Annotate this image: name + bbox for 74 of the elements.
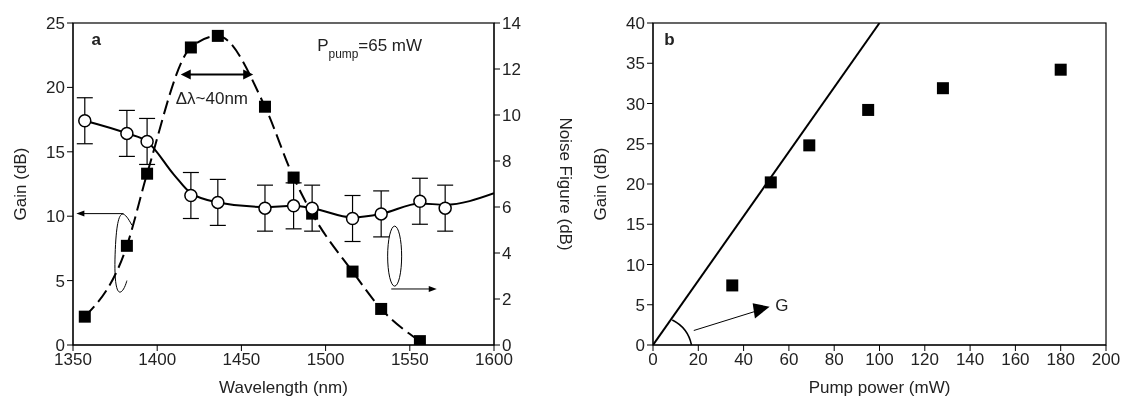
y-tick-label: 15 — [626, 215, 645, 235]
y-tick-label: 5 — [55, 271, 65, 291]
point — [78, 114, 92, 128]
point — [211, 29, 224, 42]
y-tick-label: 25 — [626, 134, 645, 154]
x-tick-label: 140 — [955, 350, 985, 370]
x-tick-label: 120 — [910, 350, 939, 370]
x-tick-label: 1500 — [306, 350, 345, 370]
point — [211, 195, 225, 210]
x-tick-label: 60 — [779, 350, 799, 370]
annotation: b — [664, 29, 675, 49]
y2-tick-label: 2 — [502, 290, 512, 310]
point — [78, 310, 91, 323]
point — [184, 188, 198, 203]
point — [726, 279, 739, 292]
x-tick-label: 80 — [824, 350, 844, 370]
y2-tick-label: 10 — [502, 106, 521, 126]
y-tick-label: 25 — [46, 14, 65, 34]
point — [764, 176, 777, 189]
y-tick-label: 5 — [635, 295, 645, 315]
point — [862, 103, 875, 116]
point — [120, 126, 134, 141]
point — [375, 302, 388, 315]
point — [305, 201, 319, 215]
point — [141, 167, 154, 180]
point — [936, 82, 949, 95]
annotation: a — [91, 29, 102, 49]
y2-axis-title: Noise Figure (dB) — [555, 117, 575, 251]
y2-tick-label: 12 — [502, 60, 521, 80]
point — [258, 201, 272, 215]
x-tick-label: 40 — [734, 350, 754, 370]
y-tick-label: 10 — [46, 207, 65, 227]
x-tick-label: 20 — [688, 350, 708, 370]
point — [140, 134, 154, 149]
y2-tick-label: 8 — [502, 152, 512, 172]
point — [413, 194, 427, 208]
x-tick-label: 1550 — [390, 350, 429, 370]
y2-tick-label: 14 — [502, 14, 521, 34]
y2-tick-label: 4 — [502, 244, 512, 264]
annotation: Δλ~40nm — [175, 89, 249, 109]
y2-tick-label: 6 — [502, 198, 512, 218]
x-tick-label: 100 — [865, 350, 894, 370]
point — [345, 211, 360, 226]
y-tick-label: 20 — [626, 175, 645, 195]
y-axis-title: Gain (dB) — [591, 147, 611, 221]
annotation: P$_{pump}$=65 mW — [317, 36, 423, 62]
y-tick-label: 15 — [46, 142, 65, 162]
y-tick-label: 20 — [46, 78, 65, 98]
y-axis-title: Gain (dB) — [11, 147, 31, 221]
point — [438, 201, 452, 215]
x-tick-label: 200 — [1091, 350, 1121, 370]
point — [287, 171, 300, 184]
x-tick-label: 1400 — [138, 350, 177, 370]
point — [184, 41, 197, 54]
y-tick-label: 40 — [626, 14, 645, 34]
point — [258, 100, 271, 113]
annotation: G — [775, 296, 789, 316]
point — [1054, 63, 1067, 76]
point — [803, 139, 816, 152]
point — [374, 207, 388, 221]
y-tick-label: 0 — [635, 336, 645, 356]
y-tick-label: 30 — [626, 94, 645, 114]
y-tick-label: 35 — [626, 54, 645, 74]
x-tick-label: 0 — [648, 350, 658, 370]
x-tick-label: 1450 — [222, 350, 261, 370]
point — [120, 239, 133, 252]
y-tick-label: 10 — [626, 255, 645, 275]
x-tick-label: 180 — [1046, 350, 1075, 370]
x-tick-label: 160 — [1001, 350, 1030, 370]
point — [346, 265, 359, 278]
point — [286, 199, 301, 213]
x-axis-title: Pump power (mW) — [808, 378, 951, 397]
x-axis-title: Wavelength (nm) — [219, 378, 348, 397]
point — [413, 335, 426, 345]
